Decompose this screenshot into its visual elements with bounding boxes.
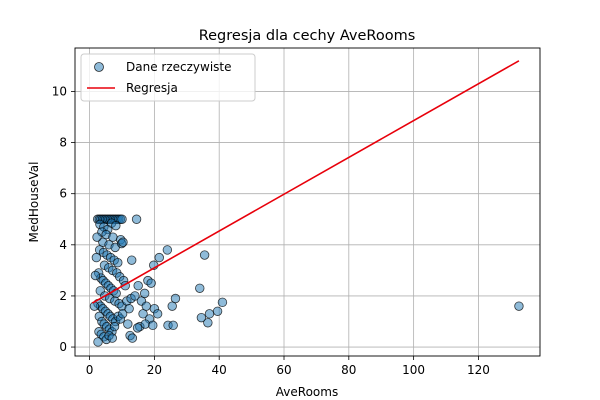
scatter-point [127,255,137,265]
scatter-point [203,318,213,328]
scatter-point [108,232,118,242]
regression-line-group [91,60,520,304]
scatter-point [162,245,173,255]
scatter-point [217,297,228,308]
scatter-point [89,301,100,311]
y-tick-label: 6 [59,187,67,201]
scatter-point [117,214,127,224]
x-axis-label: AveRooms [276,385,338,399]
scatter-point [170,293,181,304]
x-tick-label: 40 [212,363,227,377]
scatter-point [130,291,140,301]
x-tick-label: 60 [276,363,291,377]
y-tick-label: 4 [59,238,67,252]
scatter-point [212,306,223,316]
x-axis-ticks: 0 20 40 60 80 100 120 [86,356,490,377]
scatter-point [113,258,123,268]
scatter-point [131,214,142,224]
x-tick-label: 120 [467,363,490,377]
scatter-point [146,278,156,288]
y-tick-label: 0 [59,340,67,354]
scatter-point [92,232,102,242]
legend-marker-scatter [94,62,104,72]
scatter-point [139,288,150,299]
scatter-point [154,252,164,263]
legend-label-line: Regresja [126,81,178,95]
scatter-point [124,304,134,314]
y-tick-label: 8 [59,136,67,150]
scatter-point [196,312,207,323]
y-tick-label: 10 [52,84,67,98]
regression-line [91,60,520,304]
y-tick-label: 2 [59,289,67,303]
y-axis-label: MedHouseVal [27,162,41,243]
scatter-point [90,270,101,281]
scatter-point [109,321,120,332]
scatter-point [204,309,215,319]
legend: Dane rzeczywiste Regresja [80,53,256,102]
legend-label-scatter: Dane rzeczywiste [126,60,232,74]
scatter-points [89,214,524,347]
scatter-point [133,281,143,291]
scatter-point [514,301,524,311]
plot-frame [74,47,541,357]
scatter-point [132,323,143,333]
scatter-point [118,237,128,247]
scatter-point [195,283,205,293]
scatter-point [168,320,178,331]
x-tick-label: 20 [147,363,162,377]
scatter-point [123,319,133,329]
chart-title: Regresja dla cechy AveRooms [199,28,416,44]
x-tick-label: 80 [341,363,356,377]
scatter-point [93,337,103,347]
scatter-point [91,252,102,263]
legend-box [80,53,256,102]
scatter-point [107,333,117,343]
scatter-point [111,220,121,231]
scatter-point [127,333,138,343]
scatter-point [148,320,158,331]
x-tick-label: 100 [402,363,425,377]
scatter-point [152,309,163,319]
x-tick-label: 0 [86,363,94,377]
y-axis-ticks: 0 2 4 6 8 10 [52,84,75,354]
scatter-point [117,309,128,319]
scatter-point [141,301,151,311]
scatter-point [199,250,210,260]
